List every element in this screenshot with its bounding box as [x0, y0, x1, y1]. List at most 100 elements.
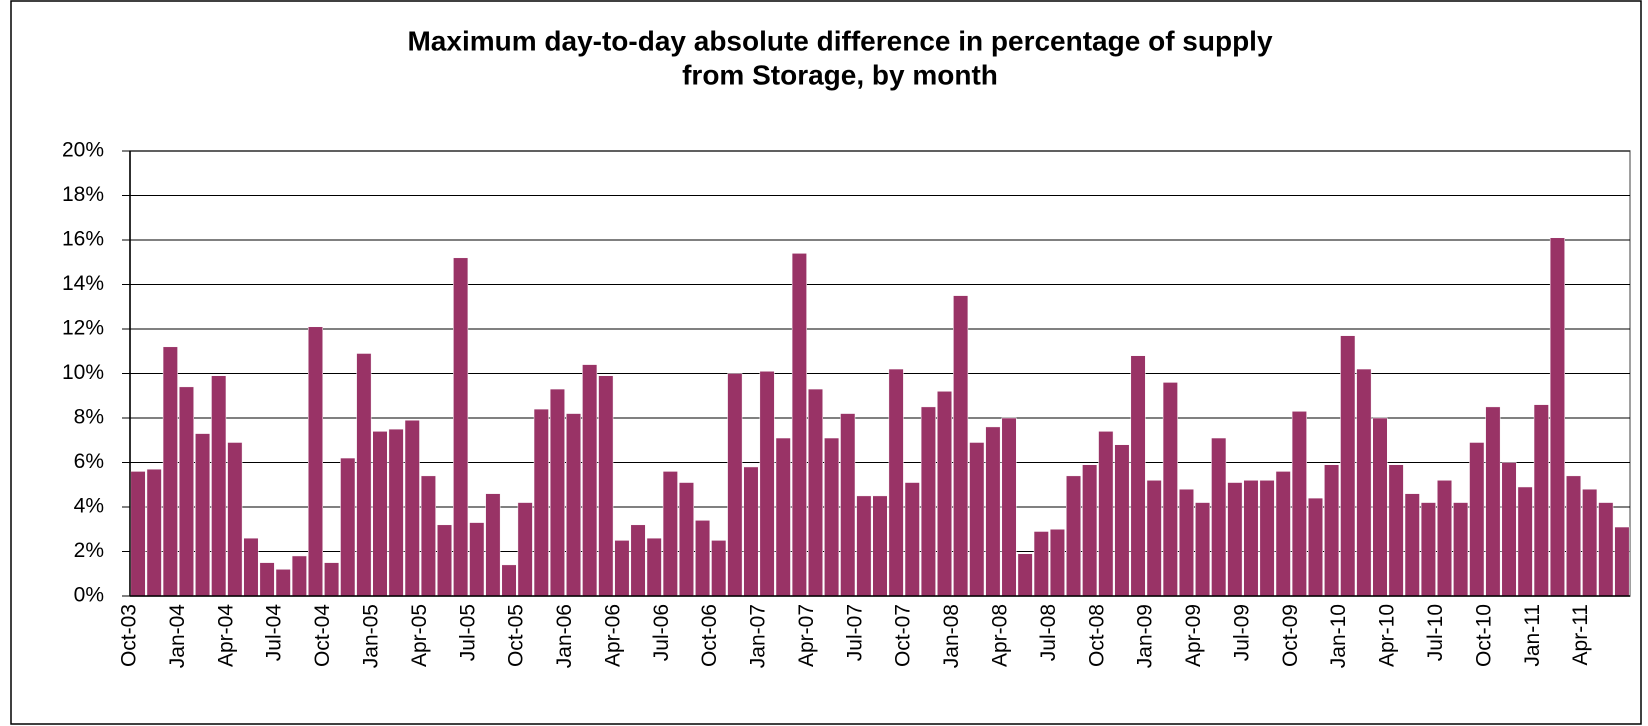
x-tick-label: Jan-07 [747, 604, 770, 668]
bar [178, 386, 194, 597]
x-tick-label: Oct-09 [1279, 604, 1302, 667]
bar [324, 562, 340, 597]
bar [1533, 404, 1549, 597]
bar [985, 426, 1001, 597]
bar [920, 406, 936, 597]
bar [775, 437, 791, 597]
y-tick-label: 8% [74, 406, 104, 429]
bar [1614, 526, 1630, 597]
bar [501, 564, 517, 597]
bar [1517, 486, 1533, 597]
x-tick-label: Jan-05 [359, 604, 382, 668]
bar [856, 495, 872, 597]
bar [791, 253, 807, 597]
bar [195, 433, 211, 597]
x-tick-label: Apr-04 [214, 604, 237, 667]
bar [1195, 502, 1211, 597]
y-tick-label: 0% [74, 584, 104, 607]
y-tick-label: 12% [62, 317, 104, 340]
bar [1485, 406, 1501, 597]
bar [1307, 497, 1323, 597]
y-tick-label: 14% [62, 272, 104, 295]
bar [1566, 475, 1582, 597]
bar [453, 257, 469, 597]
bar [372, 431, 388, 597]
x-tick-label: Jan-11 [1521, 604, 1544, 667]
bar [646, 537, 662, 597]
bar [678, 482, 694, 597]
x-tick-label: Jan-10 [1327, 604, 1350, 668]
x-tick-label: Jul-08 [1037, 604, 1060, 661]
bar [953, 295, 969, 597]
x-tick-label: Jan-06 [553, 604, 576, 668]
x-tick-label: Apr-07 [795, 604, 818, 667]
bar [1437, 480, 1453, 597]
bar [1211, 437, 1227, 597]
bar [1227, 482, 1243, 597]
bar [1469, 442, 1485, 597]
bar [824, 437, 840, 597]
bar [1453, 502, 1469, 597]
bar [275, 569, 291, 597]
bar [807, 388, 823, 597]
x-tick-label: Jan-04 [166, 604, 189, 669]
bar [1178, 488, 1194, 597]
bar [1291, 411, 1307, 597]
bar [566, 413, 582, 597]
x-tick-label: Jul-09 [1230, 604, 1253, 661]
bar [291, 555, 307, 597]
bar [1114, 444, 1130, 597]
bar [1340, 335, 1356, 597]
bar [840, 413, 856, 597]
bar [872, 495, 888, 597]
x-tick-label: Jul-05 [456, 604, 479, 661]
bar [1098, 431, 1114, 597]
bar [211, 375, 227, 597]
y-tick-label: 2% [74, 539, 104, 562]
x-tick-label: Apr-08 [989, 604, 1012, 667]
bar [130, 471, 146, 597]
bar [549, 388, 565, 597]
bar [146, 468, 162, 597]
bar [1404, 493, 1420, 597]
x-tick-label: Jul-10 [1424, 604, 1447, 661]
bar [727, 373, 743, 597]
x-tick-label: Oct-08 [1085, 604, 1108, 667]
bar [1162, 382, 1178, 597]
bar [1275, 471, 1291, 597]
x-tick-label: Jul-06 [650, 604, 673, 661]
y-tick-label: 4% [74, 495, 104, 518]
bar [469, 522, 485, 597]
x-tick-label: Oct-03 [118, 604, 141, 667]
bar [404, 419, 420, 597]
y-tick-label: 6% [74, 450, 104, 473]
x-tick-label: Apr-09 [1182, 604, 1205, 667]
bar [1033, 531, 1049, 597]
bar [1049, 529, 1065, 597]
x-tick-label: Apr-06 [601, 604, 624, 667]
bar [1259, 480, 1275, 597]
x-tick-label: Jan-08 [940, 604, 963, 668]
bar [437, 524, 453, 597]
bar [485, 493, 501, 597]
bar [630, 524, 646, 597]
x-tick-label: Jan-09 [1134, 604, 1157, 668]
bar [614, 540, 630, 597]
bar [969, 442, 985, 597]
y-tick-label: 18% [62, 183, 104, 206]
bar [582, 364, 598, 597]
x-tick-label: Apr-10 [1376, 604, 1399, 667]
bar [711, 540, 727, 597]
bar [259, 562, 275, 597]
x-tick-label: Apr-11 [1569, 604, 1592, 665]
bar [904, 482, 920, 597]
x-tick-label: Oct-10 [1472, 604, 1495, 667]
bar [888, 368, 904, 597]
bar [1082, 464, 1098, 597]
bar [1324, 464, 1340, 597]
bar [1549, 237, 1565, 597]
x-tick-label: Apr-05 [408, 604, 431, 667]
bar [243, 537, 259, 597]
bar [1066, 475, 1082, 597]
